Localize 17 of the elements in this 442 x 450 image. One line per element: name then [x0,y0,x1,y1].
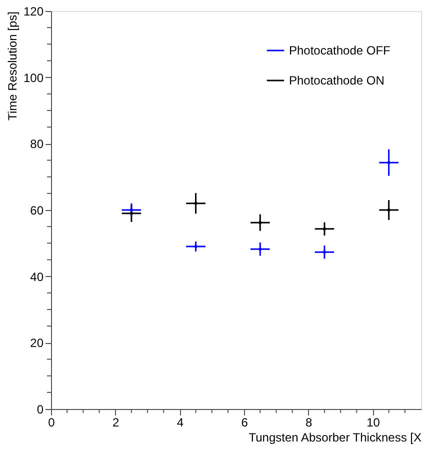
x-tick-label: 10 [366,416,380,430]
x-tick-label: 2 [112,416,120,430]
y-tick-label: 0 [36,402,44,416]
y-tick-label: 80 [30,137,44,152]
y-tick-label: 60 [30,204,44,218]
x-tick-label: 0 [48,416,56,430]
y-tick-label: 100 [23,70,44,85]
x-axis-title: Tungsten Absorber Thickness [X [248,430,422,444]
y-axis-title: Time Resolution [ps] [5,12,20,120]
x-tick-label: 8 [306,416,313,430]
legend-label: Photocathode ON [289,74,384,88]
y-tick-label: 20 [30,336,44,350]
x-tick-label: 4 [176,416,184,430]
y-tick-label: 40 [30,270,44,284]
legend-label: Photocathode OFF [289,44,390,58]
x-tick-label: 6 [241,416,248,430]
y-tick-label: 120 [23,4,44,18]
